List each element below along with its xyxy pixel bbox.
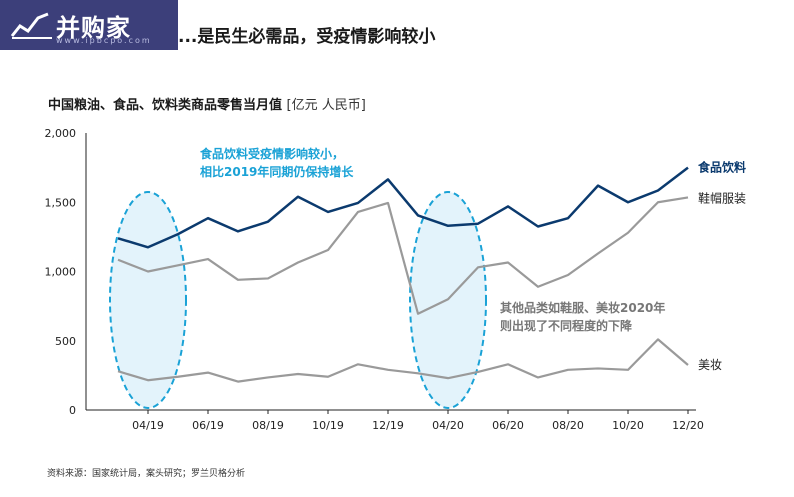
x-tick-label: 06/20 [492,419,524,432]
chart-annotations: 食品饮料受疫情影响较小， 相比2019年同期仍保持增长其他品类如鞋服、美妆2020… [199,146,665,333]
y-tick-label: 0 [69,404,76,417]
series-line-2 [117,196,689,315]
x-tick-label: 10/20 [612,419,644,432]
series-label-1: 食品饮料 [697,160,746,175]
series-label-2: 鞋帽服装 [698,190,746,205]
x-tick-label: 10/19 [312,419,344,432]
brand-logo: 并购家 www.ipbcpo.com [0,0,178,50]
chart-series [117,166,689,383]
x-tick-label: 04/20 [432,419,464,432]
series-label-3: 美妆 [698,358,722,372]
x-tick-label: 08/19 [252,419,284,432]
y-tick-label: 2,000 [45,127,77,140]
chart-logo-icon [10,12,52,39]
logo-url: www.ipbcpo.com [56,36,152,45]
page-headline: ...是民生必需品，受疫情影响较小 [178,27,436,47]
y-tick-label: 1,500 [45,196,77,209]
series-line-3 [117,338,689,383]
x-tick-label: 04/19 [132,419,164,432]
chart-title-main: 中国粮油、食品、饮料类商品零售当月值 [48,98,283,113]
annotation-gray-line: 则出现了不同程度的下降 [500,318,633,333]
series-line-1 [117,166,689,249]
annotation-blue-line: 食品饮料受疫情影响较小， [199,146,344,161]
highlight-ellipse-1 [109,191,187,409]
annotation-blue-line: 相比2019年同期仍保持增长 [200,164,354,179]
logo-text: 并购家 [56,13,131,42]
chart-axes: 0 500 1,000 1,500 2,000 04/19 06/19 08/19 10/19 1… [45,127,704,432]
x-tick-label: 08/20 [552,419,584,432]
x-tick-label: 06/19 [192,419,224,432]
annotation-gray-line: 其他品类如鞋服、美妆2020年 [500,300,665,315]
chart-title: 中国粮油、食品、饮料类商品零售当月值 [亿元 人民币] [48,94,366,113]
y-tick-label: 500 [55,335,76,348]
y-tick-label: 1,000 [45,266,77,279]
source-note: 资料来源：国家统计局，案头研究；罗兰贝格分析 [47,469,246,479]
chart-title-unit: [亿元 人民币] [286,98,366,113]
x-tick-label: 12/20 [672,419,704,432]
x-tick-label: 12/19 [372,419,404,432]
